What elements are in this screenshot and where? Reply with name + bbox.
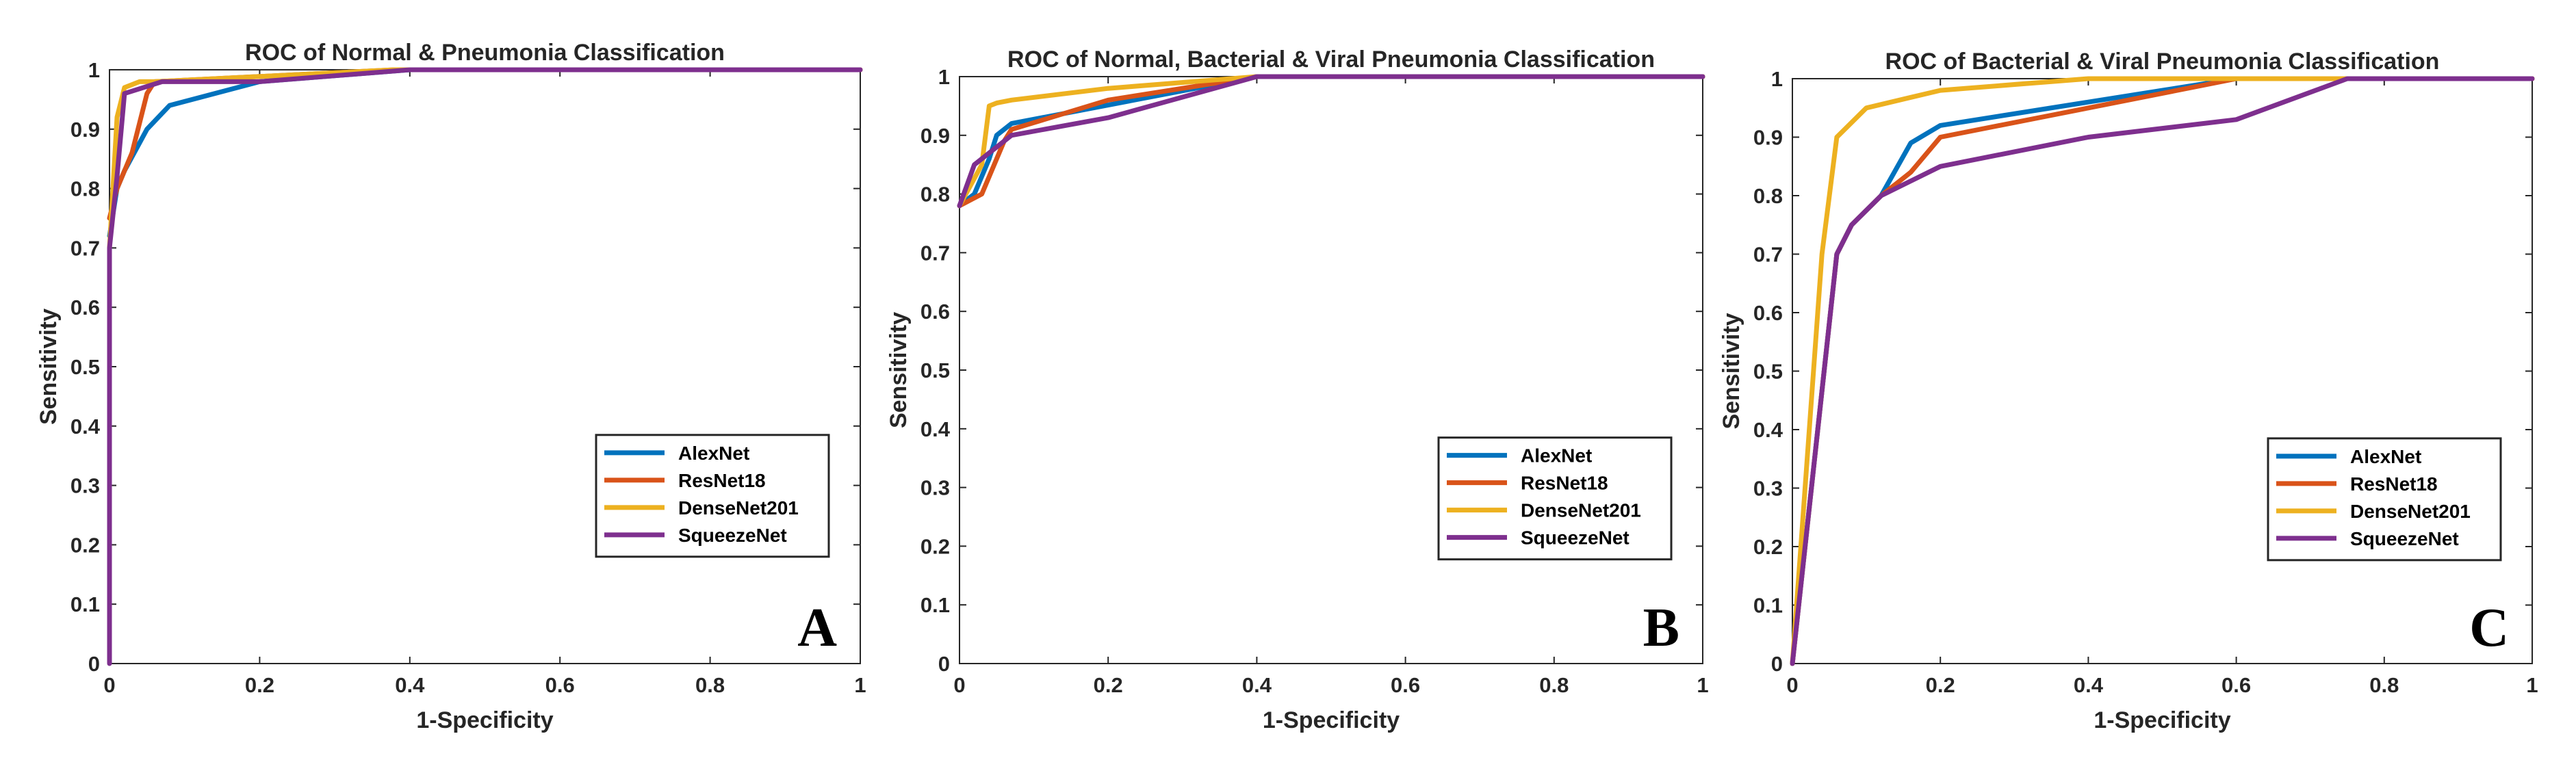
y-tick-label: 0.4: [920, 417, 951, 441]
series-line-squeezenet: [957, 74, 1705, 209]
legend-label-squeezenet: SqueezeNet: [678, 525, 787, 546]
y-tick-label: 1: [938, 65, 950, 89]
legend-label-alexnet: AlexNet: [1521, 445, 1592, 467]
y-tick-label: 0.2: [920, 534, 950, 558]
y-tick-label: 0.5: [1753, 360, 1783, 384]
y-tick-label: 1: [88, 58, 100, 82]
legend-label-squeezenet: SqueezeNet: [2350, 528, 2459, 549]
y-tick-label: 0: [88, 652, 100, 676]
y-tick-label: 0.5: [70, 355, 100, 379]
y-tick-label: 0.8: [920, 183, 950, 207]
legend-label-resnet18: ResNet18: [678, 470, 766, 491]
chart-title: ROC of Normal & Pneumonia Classification: [245, 40, 725, 66]
chart-panel-b: ROC of Normal, Bacterial & Viral Pneumon…: [886, 47, 1709, 733]
y-tick-label: 0: [938, 652, 950, 676]
x-tick-label: 0: [1786, 673, 1798, 697]
y-tick-label: 0.2: [1753, 535, 1783, 559]
x-tick-label: 1: [2526, 673, 2538, 697]
x-tick-label: 0.8: [1539, 673, 1569, 697]
x-tick-label: 0.4: [1242, 673, 1272, 697]
y-tick-label: 0.3: [920, 476, 950, 500]
x-tick-label: 0.2: [245, 673, 274, 697]
y-tick-label: 0.1: [920, 593, 950, 617]
x-tick-label: 0.4: [2074, 673, 2104, 697]
y-tick-label: 0.7: [920, 241, 950, 265]
x-tick-label: 0.2: [1094, 673, 1123, 697]
y-tick-label: 0.4: [1753, 418, 1783, 442]
panel-letter: B: [1643, 598, 1679, 658]
x-axis-label: 1-Specificity: [1263, 707, 1400, 733]
legend-label-alexnet: AlexNet: [678, 443, 749, 464]
series-line-squeezenet: [1790, 76, 2535, 666]
y-axis-label: Sensitivity: [886, 312, 912, 428]
y-tick-label: 0.1: [1753, 594, 1783, 618]
y-tick-label: 0.2: [70, 533, 100, 557]
y-tick-label: 0.5: [920, 358, 950, 382]
x-tick-label: 0.6: [545, 673, 575, 697]
y-tick-label: 0.9: [1753, 126, 1783, 150]
legend-label-densenet201: DenseNet201: [678, 497, 799, 519]
y-tick-label: 0.7: [70, 236, 100, 260]
y-tick-label: 0.6: [920, 300, 950, 324]
legend-label-densenet201: DenseNet201: [2350, 501, 2471, 522]
chart-panel-a: ROC of Normal & Pneumonia Classification…: [36, 40, 866, 733]
x-tick-label: 1: [1697, 673, 1708, 697]
panel-letter: A: [797, 598, 837, 658]
y-tick-label: 1: [1771, 67, 1783, 91]
y-tick-label: 0.9: [920, 124, 950, 148]
y-tick-label: 0.6: [1753, 301, 1783, 325]
legend-label-alexnet: AlexNet: [2350, 446, 2421, 467]
y-tick-label: 0.4: [70, 415, 101, 438]
y-tick-label: 0.1: [70, 592, 100, 616]
x-tick-label: 0.4: [395, 673, 425, 697]
x-tick-label: 0.2: [1926, 673, 1955, 697]
plot-area: [1792, 78, 2533, 664]
y-axis-label: Sensitivity: [36, 309, 62, 425]
x-axis-label: 1-Specificity: [416, 707, 553, 733]
chart-title: ROC of Normal, Bacterial & Viral Pneumon…: [1007, 47, 1655, 73]
y-tick-label: 0.8: [70, 177, 100, 201]
y-tick-label: 0.6: [70, 296, 100, 319]
legend: AlexNet ResNet18 DenseNet201 SqueezeNet: [2267, 437, 2502, 562]
plot-area: [959, 76, 1703, 664]
legend: AlexNet ResNet18 DenseNet201 SqueezeNet: [1437, 436, 1673, 561]
series-line-squeezenet: [107, 67, 863, 666]
y-tick-label: 0.8: [1753, 184, 1783, 208]
y-tick-label: 0.3: [70, 474, 100, 498]
x-tick-label: 0: [103, 673, 115, 697]
legend-label-densenet201: DenseNet201: [1521, 500, 1641, 521]
y-axis-label: Sensitivity: [1718, 313, 1744, 429]
x-axis-label: 1-Specificity: [2094, 707, 2230, 733]
chart-title: ROC of Bacterial & Viral Pneumonia Class…: [1885, 49, 2440, 75]
plot-area: [109, 69, 861, 664]
legend-label-resnet18: ResNet18: [1521, 473, 1608, 494]
legend-label-resnet18: ResNet18: [2350, 473, 2438, 495]
chart-panel-c: ROC of Bacterial & Viral Pneumonia Class…: [1718, 49, 2538, 733]
x-tick-label: 0.6: [1391, 673, 1420, 697]
x-tick-label: 0: [953, 673, 965, 697]
x-tick-label: 0.8: [695, 673, 725, 697]
y-tick-label: 0.3: [1753, 477, 1783, 501]
series-line-densenet201: [1790, 76, 2535, 666]
x-tick-label: 0.6: [2221, 673, 2251, 697]
legend-label-squeezenet: SqueezeNet: [1521, 527, 1630, 549]
panel-letter: C: [2469, 598, 2509, 658]
y-tick-label: 0.9: [70, 118, 100, 142]
legend: AlexNet ResNet18 DenseNet201 SqueezeNet: [595, 434, 830, 558]
x-tick-label: 1: [854, 673, 866, 697]
y-tick-label: 0: [1771, 652, 1783, 676]
x-tick-label: 0.8: [2369, 673, 2399, 697]
y-tick-label: 0.7: [1753, 243, 1783, 267]
